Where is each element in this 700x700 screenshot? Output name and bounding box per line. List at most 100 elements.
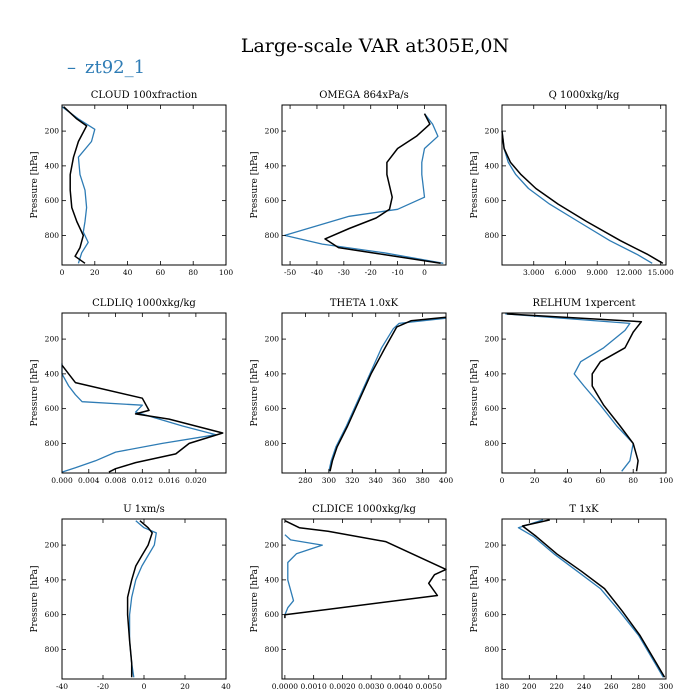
y-tick-label: 600 (45, 610, 60, 619)
x-tick-label: 15.000 (648, 268, 674, 277)
y-tick-label: 400 (45, 161, 60, 170)
x-tick-label: 12.000 (616, 268, 642, 277)
x-tick-label: 0.004 (78, 476, 100, 485)
panel-4: CLDLIQ 1000xkg/kg Pressure [hPa] 0.000 0.00… (30, 298, 227, 485)
panel-9: T 1xK Pressure [hPa] 180 200 220 240 260 280 300… (470, 504, 673, 691)
x-tick-label: 0.008 (105, 476, 127, 485)
x-tick-label: -10 (392, 268, 404, 277)
series-line-1 (284, 534, 323, 615)
y-axis-label: Pressure [hPa] (470, 359, 480, 426)
x-tick-label: 300 (322, 476, 337, 485)
y-tick-label: 200 (45, 127, 60, 136)
y-tick-label: 200 (485, 541, 500, 550)
series-line-2 (329, 316, 447, 472)
panel-title: OMEGA 864xPa/s (319, 90, 409, 101)
plot-frame (281, 518, 447, 680)
y-tick-label: 200 (45, 541, 60, 550)
x-tick-label: 3.000 (523, 268, 545, 277)
series-line-1 (61, 363, 217, 473)
y-tick-label: 400 (265, 369, 280, 378)
x-tick-label: 320 (345, 476, 360, 485)
series-line-1 (501, 131, 653, 264)
figure-title: Large-scale VAR at305E,0N (241, 35, 509, 57)
plot-frame (61, 104, 227, 266)
y-tick-label: 600 (45, 196, 60, 205)
x-tick-label: 80 (188, 268, 198, 277)
x-tick-label: -50 (284, 268, 296, 277)
y-tick-label: 400 (485, 369, 500, 378)
panel-7: U 1xm/s Pressure [hPa] -40 -20 0 20 40 200 400 60… (30, 504, 231, 691)
series-line-2 (501, 131, 664, 264)
x-tick-label: -40 (311, 268, 323, 277)
series-line-1 (284, 113, 444, 264)
x-tick-label: 340 (369, 476, 384, 485)
x-tick-label: 20 (90, 268, 100, 277)
y-tick-label: 400 (45, 369, 60, 378)
x-tick-label: 40 (123, 268, 133, 277)
series-line-2 (61, 364, 224, 473)
legend-label: zt92_1 (85, 57, 145, 78)
x-tick-label: 0.020 (185, 476, 207, 485)
y-tick-label: 600 (45, 404, 60, 413)
x-tick-label: 0 (500, 476, 505, 485)
series-line-1 (505, 313, 634, 472)
y-axis-label: Pressure [hPa] (250, 565, 260, 632)
y-tick-label: 400 (485, 575, 500, 584)
x-tick-label: 40 (221, 682, 231, 691)
y-tick-label: 400 (485, 161, 500, 170)
y-tick-label: 800 (45, 231, 60, 240)
plot-frame (61, 312, 227, 474)
y-axis-label: Pressure [hPa] (30, 359, 40, 426)
y-axis-label: Pressure [hPa] (250, 359, 260, 426)
x-tick-label: 100 (659, 476, 674, 485)
x-tick-label: 100 (219, 268, 234, 277)
x-tick-label: 9.000 (586, 268, 608, 277)
panel-title: THETA 1.0xK (330, 298, 399, 309)
y-tick-label: 800 (265, 231, 280, 240)
x-tick-label: 280 (298, 476, 313, 485)
x-tick-label: -20 (365, 268, 377, 277)
x-tick-label: 20 (530, 476, 540, 485)
legend: – zt92_1 (67, 57, 145, 78)
y-tick-label: 200 (265, 541, 280, 550)
y-tick-label: 600 (265, 610, 280, 619)
x-tick-label: 60 (596, 476, 606, 485)
y-tick-label: 800 (485, 231, 500, 240)
series-line-1 (61, 106, 96, 264)
y-tick-label: 800 (45, 439, 60, 448)
y-tick-label: 600 (265, 404, 280, 413)
panel-5: THETA 1.0xK Pressure [hPa] 280 300 320 340 360… (250, 298, 453, 485)
plot-frame (281, 312, 447, 474)
panel-title: U 1xm/s (123, 504, 165, 515)
y-tick-label: 800 (45, 645, 60, 654)
series-line-1 (128, 520, 157, 678)
plot-frame (61, 518, 227, 680)
y-tick-label: 200 (265, 127, 280, 136)
x-tick-label: 80 (628, 476, 638, 485)
y-tick-label: 400 (265, 161, 280, 170)
plot-frame (501, 312, 667, 474)
x-tick-label: 0.0040 (387, 682, 413, 691)
y-tick-label: 200 (265, 335, 280, 344)
x-tick-label: -40 (56, 682, 68, 691)
series-line-2 (126, 520, 153, 678)
x-tick-label: 0.0020 (329, 682, 355, 691)
panel-grid: CLOUD 100xfraction Pressure [hPa] 0 20 40 60 8… (30, 90, 674, 691)
x-tick-label: 0 (60, 268, 65, 277)
y-tick-label: 200 (485, 335, 500, 344)
x-tick-label: 0.0010 (301, 682, 327, 691)
y-tick-label: 800 (485, 439, 500, 448)
x-tick-label: 360 (392, 476, 407, 485)
x-tick-label: 0.0050 (416, 682, 442, 691)
x-tick-label: -20 (97, 682, 109, 691)
x-tick-label: 220 (550, 682, 565, 691)
x-tick-label: 200 (522, 682, 537, 691)
x-tick-label: 0.000 (51, 476, 73, 485)
x-tick-label: 0 (142, 682, 147, 691)
panel-title: Q 1000xkg/kg (549, 90, 620, 101)
y-tick-label: 600 (485, 404, 500, 413)
series-line-2 (521, 519, 666, 678)
panel-title: RELHUM 1xpercent (532, 298, 635, 309)
